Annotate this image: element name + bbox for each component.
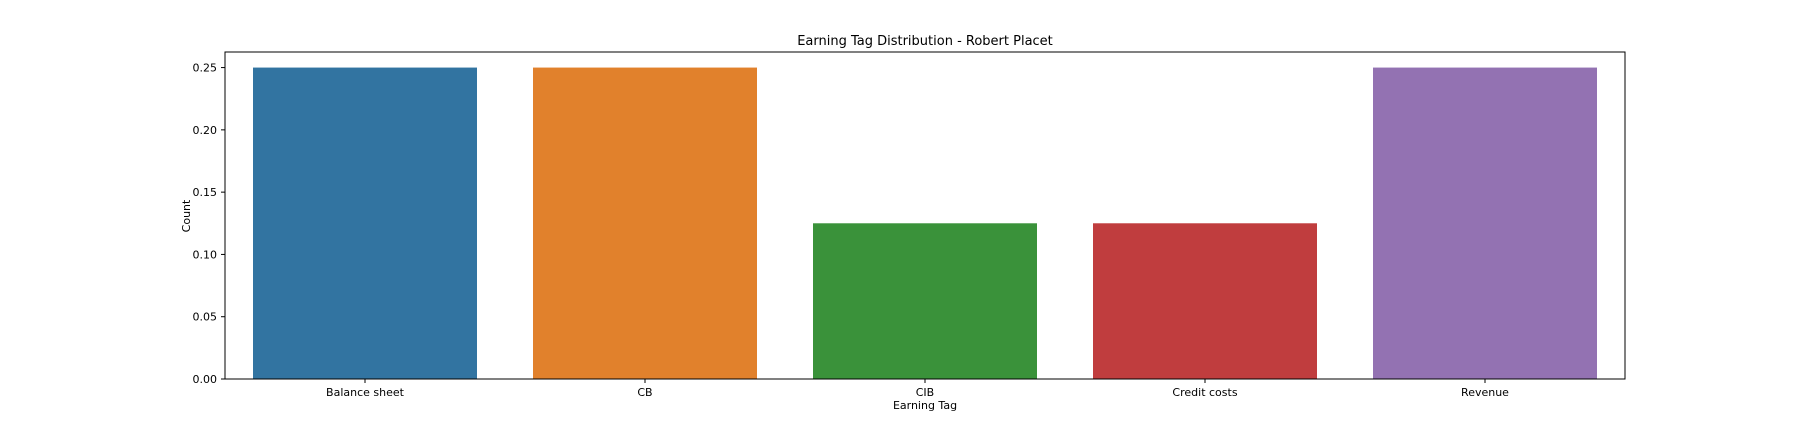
bar-balance-sheet	[253, 67, 477, 380]
y-axis-label: Count	[180, 199, 193, 232]
y-axis: 0.00 0.05 0.10 0.15 0.20 0.25	[193, 62, 225, 386]
y-tick-label: 0.00	[193, 373, 218, 386]
bar-revenue	[1373, 67, 1597, 380]
bar-cb	[533, 67, 757, 380]
bars-layer	[253, 67, 1597, 380]
bar-credit-costs	[1093, 223, 1317, 379]
x-tick-label: CB	[637, 386, 652, 399]
y-tick-label: 0.10	[193, 248, 218, 261]
plot-frame	[224, 51, 1626, 380]
y-tick-label: 0.15	[193, 186, 218, 199]
x-axis-label: Earning Tag	[893, 399, 957, 412]
y-tick-label: 0.25	[193, 62, 218, 75]
x-tick-label: Credit costs	[1172, 386, 1237, 399]
x-tick-label: Revenue	[1461, 386, 1509, 399]
x-tick-label: Balance sheet	[326, 386, 405, 399]
y-tick-label: 0.20	[193, 124, 218, 137]
y-tick-label: 0.05	[193, 311, 218, 324]
bar-cib	[813, 223, 1037, 379]
x-axis: Balance sheet CB CIB Credit costs Revenue	[326, 379, 1509, 399]
chart-title: Earning Tag Distribution - Robert Placet	[797, 34, 1053, 49]
x-tick-label: CIB	[916, 386, 934, 399]
